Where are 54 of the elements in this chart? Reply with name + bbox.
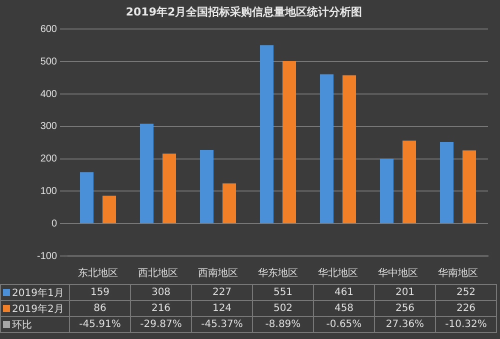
data-label: 124: [192, 300, 252, 316]
x-tick-label: 西南地区: [198, 266, 238, 279]
text: 27.36%: [386, 319, 424, 330]
bar: [440, 142, 454, 224]
text: -10.32%: [445, 319, 487, 330]
y-tick-label: 200: [40, 154, 58, 165]
y-tick-label: 500: [40, 56, 58, 68]
legend-label: 2019年1月: [0, 284, 70, 300]
y-tick-label: 400: [40, 88, 58, 100]
x-tick-label: 华南地区: [438, 266, 478, 279]
bar: [380, 158, 394, 224]
data-label: 308: [130, 284, 192, 300]
bar: [462, 150, 476, 224]
bar: [102, 196, 116, 224]
legend-label: 2019年2月: [0, 300, 70, 316]
text: -45.37%: [201, 319, 243, 330]
bar: [402, 140, 416, 224]
text: -0.65%: [326, 319, 362, 330]
bar: [140, 124, 154, 224]
data-label: 461: [314, 284, 374, 300]
data-label: 252: [436, 284, 496, 300]
bar: [320, 74, 334, 224]
y-tick-label: -100: [36, 250, 58, 262]
x-tick-label: 华中地区: [378, 266, 418, 279]
y-tick-label: 100: [40, 186, 58, 197]
x-tick-label: 西北地区: [138, 266, 178, 279]
bar: [260, 45, 274, 224]
data-label: 226: [436, 300, 496, 316]
bar: [162, 154, 176, 224]
text: -29.87%: [140, 319, 182, 330]
data-label: 256: [374, 300, 436, 316]
text: -45.91%: [79, 319, 121, 330]
data-label: 216: [130, 300, 192, 316]
data-label: 159: [70, 284, 130, 300]
y-tick-label: 300: [40, 121, 58, 132]
text: -8.89%: [265, 319, 301, 330]
data-label: 502: [252, 300, 314, 316]
chart-title: 2019年2月全国招标采购信息量地区统计分析图: [126, 5, 362, 18]
data-label: 227: [192, 284, 252, 300]
y-tick-label: 0: [51, 218, 58, 230]
data-label: 86: [70, 300, 130, 316]
data-label: 551: [252, 284, 314, 300]
x-tick-label: 东北地区: [78, 266, 118, 279]
y-tick-label: 600: [40, 24, 58, 35]
bar: [342, 75, 356, 224]
bar: [200, 150, 214, 224]
bar: [282, 60, 296, 224]
bar: [222, 183, 236, 224]
data-label: 458: [314, 300, 374, 316]
bar: [80, 172, 94, 224]
x-tick-label: 华东地区: [258, 266, 298, 279]
data-label: 201: [374, 284, 436, 300]
legend-label: 环比: [0, 316, 70, 332]
x-tick-label: 华北地区: [318, 266, 358, 279]
